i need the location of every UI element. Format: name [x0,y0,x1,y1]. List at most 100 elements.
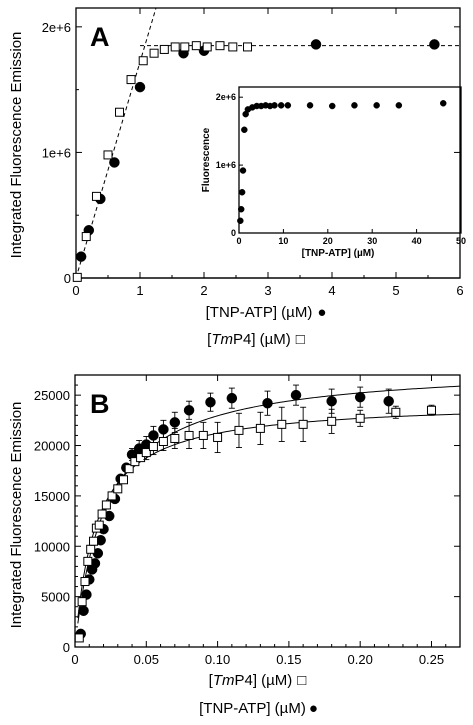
panel-b-y-tick-label: 15000 [34,489,70,504]
panel-b-plot-frame [74,374,461,648]
panel-a-tnp-atp-point [310,39,322,50]
panel-b-tmp4-point [80,577,90,587]
panel-b-tmp4-point [74,633,84,643]
panel-a-y-tick-label: 1e+6 [42,145,71,160]
panel-a-tmp4-point [202,42,212,52]
panel-b-tmp4-point [327,416,337,426]
panel-a-x-tick-label: 4 [328,283,335,298]
panel-a-x-tick-label: 3 [264,283,271,298]
inset-x-tick-label: 20 [323,236,333,246]
panel-b-tmp4-point [77,597,87,607]
panel-b-x-axis-title-tmp4: [TmP4] (µM) □ [209,672,307,689]
panel-b-tmp4-point [158,436,168,446]
panel-b-tnp-atp-point [226,392,238,404]
inset-data-point [306,102,314,109]
inset-data-point [237,205,245,213]
panel-a-x-tick-label: 2 [200,283,207,298]
panel-a-ticks: 0 1 2 3 4 5 6 0 1e+6 2e+6 [42,8,464,298]
panel-b-x-tick-label: 0.15 [276,652,301,667]
inset-x-tick-label: 10 [278,236,288,246]
panel-b-tnp-atp-point [354,391,366,403]
panel-b-y-tick-label: 0 [63,640,70,655]
panel-b-tnp-atp-point [78,605,89,616]
panel-b-data-points [74,384,436,643]
panel-a-y-tick-label: 2e+6 [42,20,71,35]
panel-b-fit-lines [77,385,461,624]
panel-a-dashed-fit-line [75,7,157,279]
inset-data-point [271,102,278,109]
panel-b-x-tick-label: 0.25 [419,652,444,667]
panel-b-tmp4-point [277,419,287,429]
inset-x-axis-title: [TNP-ATP] (µM) [302,248,375,259]
panel-a-tmp4-point [170,42,180,52]
panel-b-tmp4-point [118,475,128,485]
panel-b-tmp4-point [298,419,308,429]
panel-a-plot-frame [75,7,461,279]
panel-b-tnp-atp-point [290,389,302,401]
panel-b-tnp-atp-point [326,395,337,407]
panel-b-tnp-atp-point [169,417,181,428]
panel-b-fit-curve [77,413,461,619]
panel-a-tmp4-point [180,42,190,52]
inset-data-point [238,189,246,196]
panel-a-tmp4-point [91,191,101,201]
panel-a-x-axis-title-tmp4: [TmP4] (µM) □ [207,331,305,348]
inset-y-tick-label: 1e+6 [216,160,236,170]
panel-b-x-title-1-italic: Tm [213,672,235,689]
inset-data-point [239,167,247,174]
panel-b-y-tick-label: 5000 [41,590,70,605]
panel-b-tmp4-point [426,405,436,415]
panel-a-tnp-atp-point [134,81,146,93]
filled-circle-marker-icon: ● [317,304,326,321]
panel-b-ticks: 0 0.05 0.10 0.15 0.20 0.25 0 5000 10000 15000 2000… [34,375,460,667]
panel-a-y-axis-title: Integrated Fluorescence Emission [8,32,25,259]
panel-a-x-tick-label: 0 [72,283,79,298]
panel-b-tmp4-point [94,520,104,530]
panel-a-tnp-atp-point [109,157,120,168]
panel-b-tmp4-point [89,536,99,546]
panel-b-y-tick-label: 10000 [34,539,70,554]
panel-b-tmp4-point [141,448,151,458]
inset-y-axis-title: Fluorescence [201,127,212,192]
panel-a-x-title-2-italic: Tm [211,331,233,348]
panel-a-tmp4-point [81,232,91,242]
panel-a-fit-lines [75,7,460,279]
inset-data-point [351,102,358,109]
panel-a-tmp4-point [215,41,225,51]
panel-b-tmp4-point [255,423,265,433]
panel-b-tmp4-point [136,453,146,463]
panel-b-tmp4-point [148,442,158,452]
inset-y-tick-label: 2e+6 [216,92,236,102]
panel-a-tmp4-point [149,48,159,58]
panel-b-y-axis-title: Integrated Fluorescence Emission [8,402,25,629]
inset-data-point [395,102,403,109]
panel-b-tmp4-point [234,425,244,435]
inset-data-point [373,102,380,109]
panel-b-tmp4-point [97,509,107,519]
inset-y-tick-label: 0 [231,228,236,238]
panel-b-x-tick-label: 0.10 [205,652,230,667]
inset-x-tick-label: 30 [367,236,377,246]
panel-b-y-tick-label: 25000 [34,388,70,403]
panel-b-tmp4-point [170,433,180,443]
panel-b-tmp4-point [355,413,365,423]
panel-b-tnp-atp-point [383,395,394,407]
inset-ticks: 0 10 20 30 40 50 0 1e+6 2e+6 [216,92,466,246]
panel-b-tmp4-point [113,484,123,494]
panel-b: 0 0.05 0.10 0.15 0.20 0.25 0 5000 10000 15000 2000… [8,374,461,717]
panel-b-x-axis-title-tnp-atp: [TNP-ATP] (µM) ● [199,700,318,717]
panel-b-tmp4-point [184,430,194,440]
panel-a-tmp4-point [159,44,169,54]
panel-a-tnp-atp-point [75,251,87,262]
panel-b-tmp4-point [213,432,223,442]
panel-a-tmp4-point [191,41,201,51]
panel-b-fit-curve [77,385,461,624]
panel-a-x-title-2-rest: P4] (µM) [233,331,291,348]
panel-b-x-tick-label: 0.20 [348,652,373,667]
panel-a-x-tick-label: 6 [456,283,463,298]
panel-a-x-title-1-text: [TNP-ATP] (µM) [206,304,313,321]
open-square-marker-icon: □ [297,672,306,689]
panel-a-y-tick-label: 0 [64,271,71,286]
inset-data-points [237,100,447,225]
